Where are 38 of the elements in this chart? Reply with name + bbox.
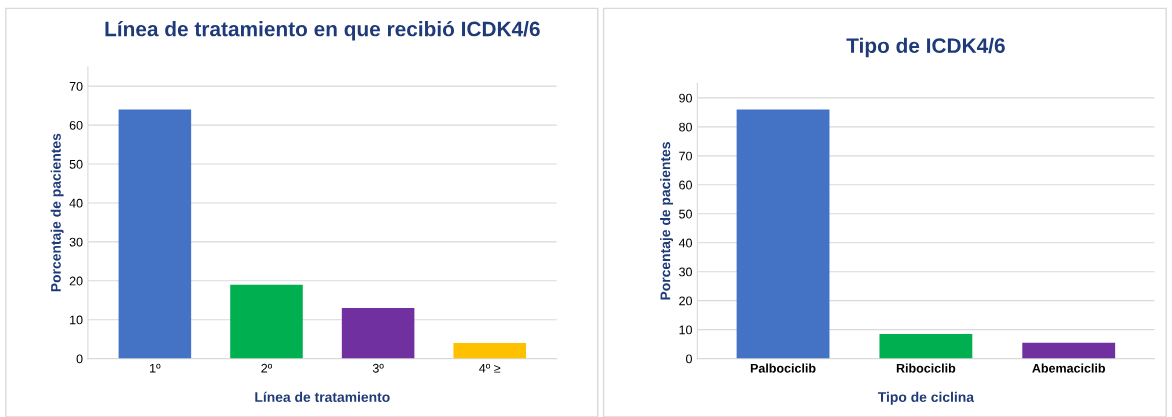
bar: [879, 334, 973, 359]
y-tick-label: 30: [679, 267, 692, 277]
y-tick-label: 20: [69, 276, 83, 286]
y-tick-label: 0: [76, 354, 83, 364]
y-tick-label: 10: [70, 315, 83, 325]
y-tick-label: 70: [679, 151, 692, 161]
y-tick-label: 10: [679, 325, 692, 335]
x-tick-label: Palbociclib: [750, 363, 816, 373]
y-tick-label: 70: [69, 81, 83, 91]
y-tick-label: 40: [69, 198, 83, 208]
y-axis-title: Porcentaje de pacientes: [660, 142, 674, 300]
bar: [118, 109, 192, 359]
y-tick-label: 50: [679, 209, 692, 219]
y-tick-label: 60: [679, 180, 692, 190]
x-tick-label: Abemaciclib: [1032, 363, 1106, 373]
bar: [1022, 342, 1116, 359]
x-tick-label: 1º: [150, 363, 161, 373]
y-tick-label: 60: [69, 120, 83, 130]
chart-title: Tipo de ICDK4/6: [846, 37, 1005, 58]
bar: [453, 343, 526, 359]
y-axis-title: Porcentaje de pacientes: [50, 133, 64, 292]
y-tick-label: 50: [69, 159, 83, 169]
chart-title: Línea de tratamiento en que recibió ICDK4/6: [105, 20, 540, 41]
y-tick-label: 80: [679, 122, 692, 132]
y-tick-label: 40: [678, 238, 692, 248]
y-tick-label: 30: [69, 237, 83, 247]
y-tick-label: 20: [679, 296, 692, 306]
x-tick-label: 4º ≥: [479, 363, 501, 373]
x-tick-label: 3º: [372, 363, 384, 373]
x-tick-label: 2º: [261, 363, 273, 373]
y-tick-label: 0: [686, 354, 692, 364]
bar: [736, 109, 830, 359]
x-axis-title: Tipo de ciclina: [877, 391, 975, 405]
x-axis-title: Línea de tratamiento: [255, 391, 390, 402]
bar: [341, 308, 415, 359]
bar: [230, 284, 303, 359]
x-tick-label: Ribociclib: [896, 363, 956, 373]
y-tick-label: 90: [679, 93, 692, 103]
